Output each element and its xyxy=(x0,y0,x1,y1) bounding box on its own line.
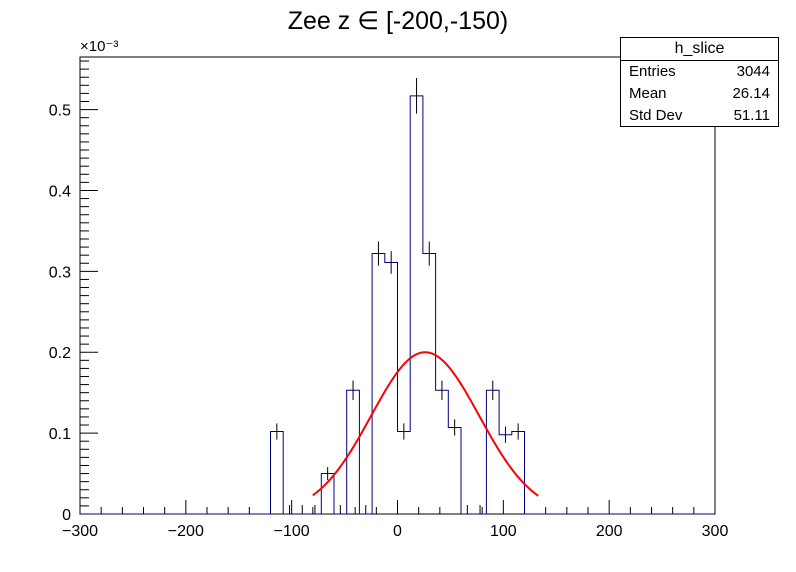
y-tick-label: 0 xyxy=(62,507,71,524)
histogram-outline xyxy=(80,95,715,515)
y-tick-label: 0.3 xyxy=(49,264,71,281)
x-tick-label: 100 xyxy=(490,523,517,540)
stats-row-entries: Entries 3044 xyxy=(621,61,778,83)
stats-box-title: h_slice xyxy=(621,38,778,61)
x-tick-label: −200 xyxy=(168,523,204,540)
stats-box: h_slice Entries 3044 Mean 26.14 Std Dev … xyxy=(620,37,779,127)
x-tick-label: −100 xyxy=(274,523,310,540)
stats-label-mean: Mean xyxy=(629,85,667,102)
stats-row-mean: Mean 26.14 xyxy=(621,83,778,105)
stats-label-entries: Entries xyxy=(629,63,676,80)
stats-value-entries: 3044 xyxy=(736,63,770,80)
y-tick-label: 0.2 xyxy=(49,345,71,362)
x-tick-label: 0 xyxy=(393,523,402,540)
stats-value-stddev: 51.11 xyxy=(733,107,770,124)
stats-value-mean: 26.14 xyxy=(732,85,770,102)
x-tick-label: −300 xyxy=(62,523,98,540)
x-tick-label: 300 xyxy=(702,523,729,540)
y-tick-label: 0.5 xyxy=(49,103,71,120)
y-tick-label: 0.4 xyxy=(49,183,71,200)
y-exponent-label: ×10⁻³ xyxy=(80,38,118,55)
stats-row-stddev: Std Dev 51.11 xyxy=(621,105,778,127)
y-tick-label: 0.1 xyxy=(49,426,71,443)
chart-title: Zee z ∈ [-200,-150) xyxy=(287,7,509,35)
gaussian-fit-curve xyxy=(312,351,539,497)
stats-label-stddev: Std Dev xyxy=(629,107,683,124)
x-tick-label: 200 xyxy=(596,523,623,540)
